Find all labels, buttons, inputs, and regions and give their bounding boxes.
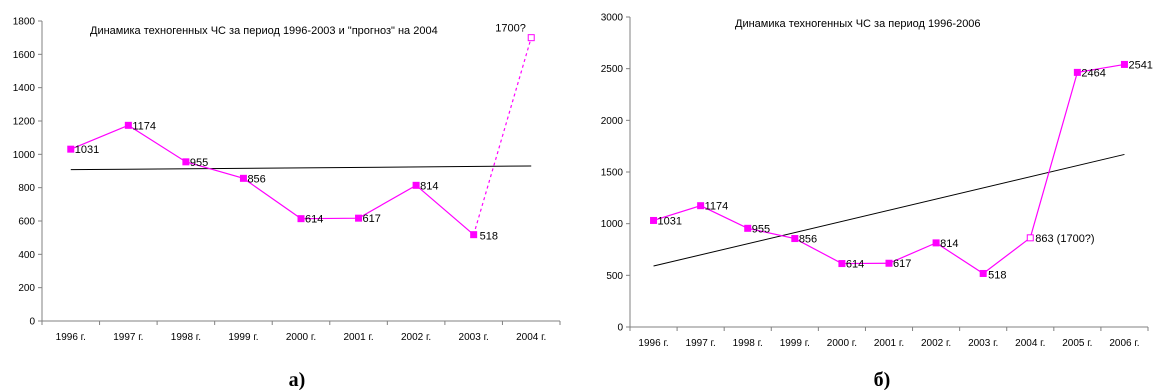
chart-a: Динамика техногенных ЧС за период 1996-2… — [13, 17, 561, 343]
chart-a-data-point — [527, 34, 535, 42]
chart-b-data-point — [885, 259, 893, 267]
chart-b-caption: б) — [874, 369, 891, 390]
chart-a-title: Динамика техногенных ЧС за период 1996-2… — [90, 25, 438, 37]
chart-b-y-tick-label: 1500 — [601, 168, 624, 179]
chart-a-y-tick-label: 200 — [18, 283, 35, 294]
chart-a-data-point — [297, 215, 305, 223]
chart-b-data-point — [838, 260, 846, 268]
chart-b-data-label: 955 — [752, 223, 770, 235]
chart-b-data-point — [1073, 68, 1081, 76]
chart-b-title: Динамика техногенных ЧС за период 1996-2… — [735, 18, 981, 30]
chart-a-y-tick-label: 1800 — [13, 17, 36, 28]
chart-b-data-point — [1120, 60, 1128, 68]
chart-a-x-tick-label: 2002 г. — [401, 332, 431, 343]
chart-a-data-label: 856 — [247, 173, 265, 185]
chart-b-x-tick-label: 1997 г. — [686, 338, 716, 349]
chart-b-data-point — [744, 224, 752, 232]
chart-a-caption: а) — [289, 369, 306, 390]
chart-a-x-tick-label: 2000 г. — [286, 332, 316, 343]
chart-a-y-tick-label: 400 — [18, 250, 35, 261]
chart-b-trendline — [653, 153, 1125, 267]
chart-b: Динамика техногенных ЧС за период 1996-2… — [601, 13, 1153, 350]
chart-b-data-point — [697, 202, 705, 210]
chart-a-y-tick-label: 800 — [18, 183, 35, 194]
chart-a-data-label: 814 — [420, 180, 438, 192]
chart-a-data-label: 1700? — [495, 23, 526, 35]
chart-b-y-tick-label: 3000 — [601, 13, 624, 24]
chart-a-x-tick-label: 2001 г. — [343, 332, 373, 343]
chart-b-y-tick-label: 1000 — [601, 219, 624, 230]
chart-b-data-point — [1026, 234, 1034, 242]
chart-a-x-tick-label: 1996 г. — [56, 332, 86, 343]
chart-b-data-label: 856 — [799, 234, 817, 246]
chart-a-x-tick-label: 1998 г. — [171, 332, 201, 343]
chart-b-x-tick-label: 2003 г. — [968, 338, 998, 349]
chart-a-data-point — [412, 181, 420, 189]
chart-a-data-point — [239, 174, 247, 182]
chart-b-data-point — [932, 239, 940, 247]
chart-a-y-tick-label: 600 — [18, 217, 35, 228]
chart-a-x-tick-label: 1999 г. — [228, 332, 258, 343]
chart-a-data-point — [67, 145, 75, 153]
chart-b-x-tick-label: 1999 г. — [780, 338, 810, 349]
chart-a-y-tick-label: 1000 — [13, 150, 36, 161]
chart-b-data-label: 518 — [988, 269, 1006, 281]
chart-b-data-point — [791, 235, 799, 243]
chart-a-data-point — [355, 214, 363, 222]
chart-a-data-label: 1031 — [75, 144, 99, 156]
chart-a-series-line — [473, 37, 532, 235]
chart-b-data-point — [979, 269, 987, 277]
chart-a-data-point — [124, 121, 132, 129]
chart-a-x-tick-label: 1997 г. — [113, 332, 143, 343]
chart-b-data-point — [650, 216, 658, 224]
chart-b-data-label: 814 — [940, 238, 958, 250]
chart-b-data-label: 617 — [893, 258, 911, 270]
chart-b-data-label: 614 — [846, 259, 864, 271]
chart-a-y-tick-label: 1200 — [13, 117, 36, 128]
chart-a-trendline — [70, 165, 532, 171]
chart-b-x-tick-label: 2000 г. — [827, 338, 857, 349]
chart-a-data-label: 955 — [190, 157, 208, 169]
chart-b-data-label: 2541 — [1128, 59, 1152, 71]
chart-a-x-tick-label: 2004 г. — [516, 332, 546, 343]
chart-a-y-tick-label: 0 — [29, 317, 35, 328]
chart-b-x-tick-label: 2006 г. — [1109, 338, 1139, 349]
chart-b-y-tick-label: 2000 — [601, 116, 624, 127]
chart-b-data-label: 2464 — [1081, 67, 1105, 79]
chart-b-x-tick-label: 2004 г. — [1015, 338, 1045, 349]
chart-a-data-label: 614 — [305, 214, 323, 226]
chart-b-y-tick-label: 2500 — [601, 64, 624, 75]
chart-b-data-label: 863 (1700?) — [1035, 233, 1094, 245]
chart-a-data-label: 1174 — [132, 120, 156, 132]
chart-a-x-tick-label: 2003 г. — [459, 332, 489, 343]
chart-b-x-tick-label: 2005 г. — [1062, 338, 1092, 349]
chart-b-data-label: 1174 — [705, 201, 729, 213]
chart-a-series-line — [70, 124, 475, 236]
chart-a-y-tick-label: 1400 — [13, 83, 36, 94]
chart-a-data-label: 518 — [480, 231, 498, 243]
chart-b-x-tick-label: 1996 г. — [638, 338, 668, 349]
chart-b-x-tick-label: 2001 г. — [874, 338, 904, 349]
chart-a-data-label: 617 — [363, 213, 381, 225]
chart-b-x-tick-label: 2002 г. — [921, 338, 951, 349]
chart-a-y-tick-label: 1600 — [13, 50, 36, 61]
chart-b-y-tick-label: 500 — [606, 271, 623, 282]
chart-b-x-tick-label: 1998 г. — [733, 338, 763, 349]
chart-b-y-tick-label: 0 — [617, 323, 623, 334]
chart-a-data-point — [182, 158, 190, 166]
chart-b-data-label: 1031 — [658, 215, 682, 227]
